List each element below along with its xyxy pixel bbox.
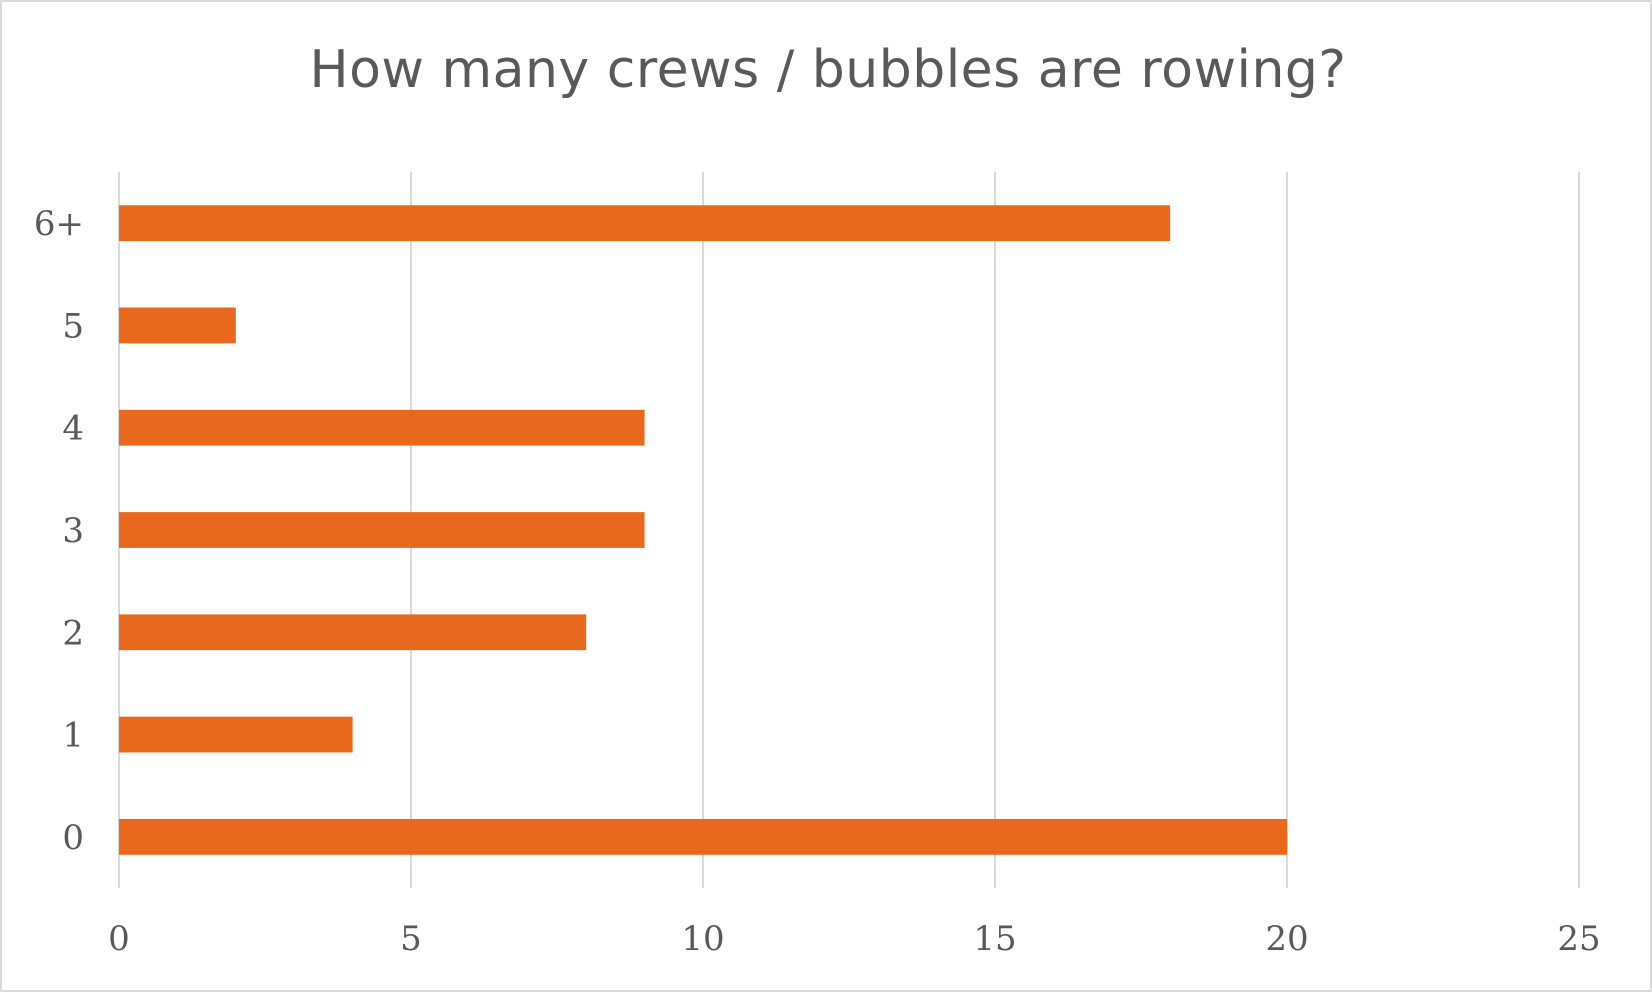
bar-5: [119, 307, 236, 344]
y-tick-label: 3: [62, 511, 84, 551]
bar-1: [119, 716, 353, 753]
bar-0: [119, 818, 1287, 855]
x-axis-labels: 0 5 10 15 20 25: [108, 919, 1600, 959]
x-tick-label: 0: [108, 919, 130, 959]
y-tick-label: 2: [62, 613, 84, 653]
x-tick-label: 25: [1557, 919, 1600, 959]
y-tick-label: 4: [62, 409, 84, 449]
bars: [119, 205, 1287, 855]
bar-4: [119, 409, 645, 446]
bar-3: [119, 512, 645, 548]
y-axis-labels: 0 1 2 3 4 5 6+: [34, 204, 84, 858]
x-tick-label: 10: [681, 919, 724, 959]
x-tick-label: 15: [973, 919, 1016, 959]
y-tick-label: 1: [62, 716, 84, 756]
x-tick-label: 5: [400, 919, 422, 959]
y-tick-label: 0: [62, 818, 84, 858]
y-tick-label: 6+: [34, 204, 84, 244]
y-tick-label: 5: [62, 306, 84, 346]
chart-title: How many crews / bubbles are rowing?: [309, 40, 1347, 100]
bar-6+: [119, 205, 1171, 242]
x-tick-label: 20: [1265, 919, 1308, 959]
bar-2: [119, 614, 587, 651]
